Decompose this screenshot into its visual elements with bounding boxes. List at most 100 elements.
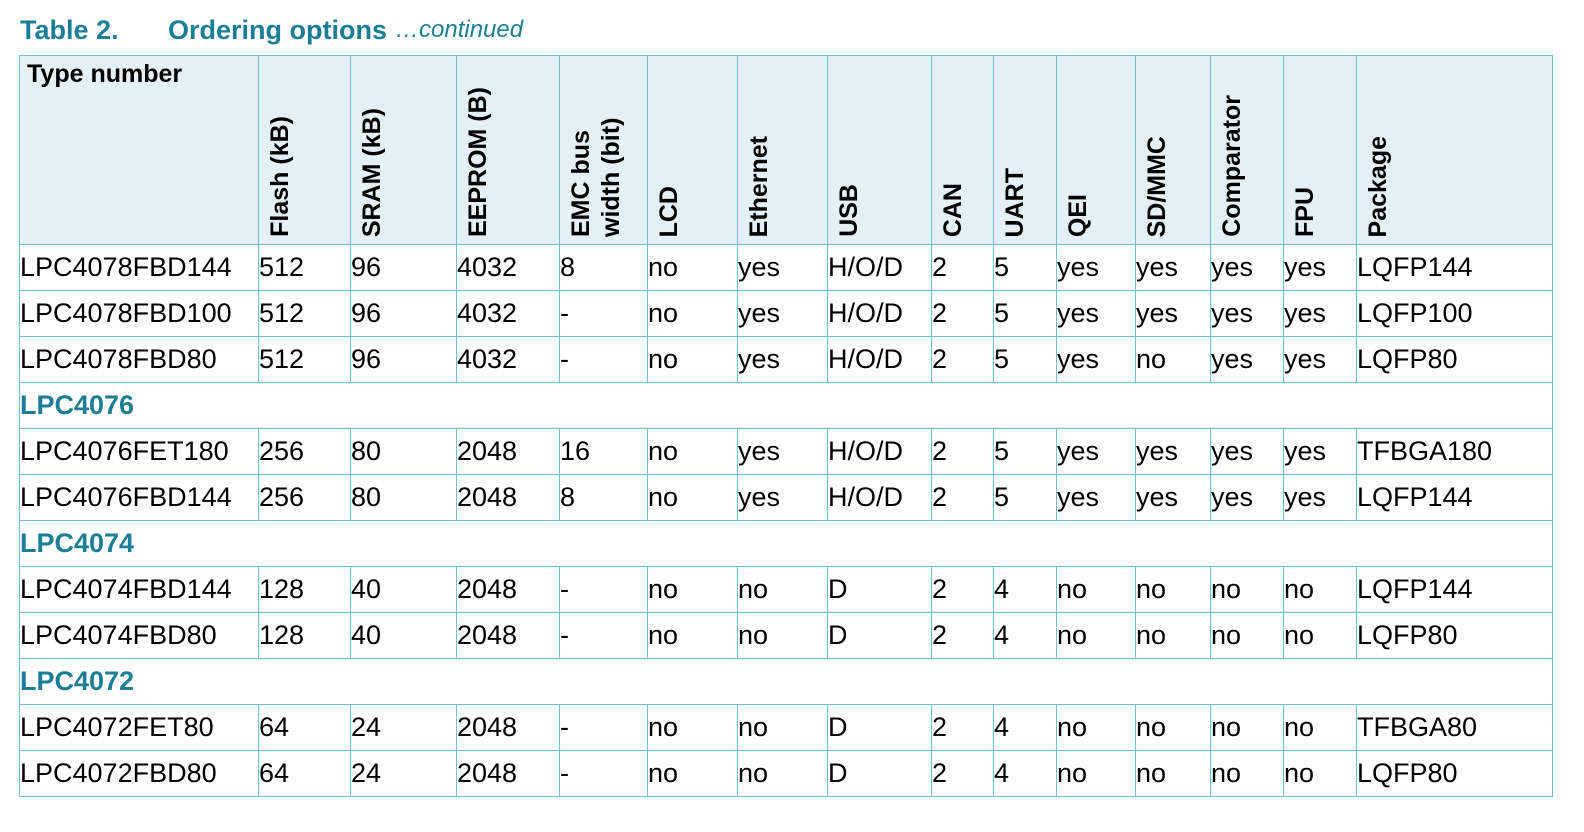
table-cell: no <box>1210 566 1284 613</box>
table-cell: no <box>1056 704 1136 751</box>
table-cell: 2048 <box>456 612 560 659</box>
table-cell: yes <box>737 244 828 291</box>
header-lcd: LCD <box>647 55 738 245</box>
table-cell: LPC4078FBD144 <box>19 244 259 291</box>
table-cell: LPC4072FET80 <box>19 704 259 751</box>
table-cell: 2048 <box>456 474 560 521</box>
header-qei: QEI <box>1056 55 1136 245</box>
table-cell: yes <box>1135 244 1211 291</box>
group-row: LPC4074 <box>19 520 1553 567</box>
table-row: LPC4072FBD80 64 24 2048- no no D 2 4 no no no no LQFP… <box>19 750 1553 797</box>
header-usb: USB <box>827 55 932 245</box>
table-cell: - <box>559 566 648 613</box>
table-cell: 40 <box>350 566 457 613</box>
table-cell: 2 <box>931 336 994 383</box>
table-cell: 256 <box>258 474 351 521</box>
table-cell: 40 <box>350 612 457 659</box>
table-cell: no <box>737 566 828 613</box>
table-cell: no <box>737 704 828 751</box>
table-cell: 2 <box>931 244 994 291</box>
table-cell: LQFP80 <box>1356 750 1553 797</box>
table-cell: no <box>647 750 738 797</box>
table-cell: yes <box>1056 474 1136 521</box>
header-type-number: Type number <box>19 55 259 245</box>
table-cell: 512 <box>258 336 351 383</box>
table-cell: 64 <box>258 750 351 797</box>
table-cell: no <box>1135 704 1211 751</box>
table-cell: 2 <box>931 612 994 659</box>
table-cell: no <box>1056 750 1136 797</box>
header-uart: UART <box>993 55 1057 245</box>
table-cell: 128 <box>258 566 351 613</box>
table-cell: 4032 <box>456 290 560 337</box>
table-cell: LQFP80 <box>1356 336 1553 383</box>
table-cell: 2 <box>931 474 994 521</box>
table-cell: 2 <box>931 428 994 475</box>
table-cell: 256 <box>258 428 351 475</box>
header-package: Package <box>1356 55 1553 245</box>
table-cell: 24 <box>350 704 457 751</box>
table-caption: Table 2. Ordering options …continued <box>20 10 523 50</box>
table-cell: no <box>1135 566 1211 613</box>
table-cell: yes <box>737 428 828 475</box>
table-cell: 2048 <box>456 428 560 475</box>
table-cell: yes <box>1210 244 1284 291</box>
table-cell: no <box>737 750 828 797</box>
table-cell: no <box>1135 750 1211 797</box>
table-cell: 5 <box>993 428 1057 475</box>
table-cell: 64 <box>258 704 351 751</box>
table-cell: 80 <box>350 428 457 475</box>
table-cell: no <box>647 290 738 337</box>
table-cell: no <box>1056 612 1136 659</box>
header-ethernet: Ethernet <box>737 55 828 245</box>
table-cell: no <box>1210 612 1284 659</box>
table-cell: no <box>737 612 828 659</box>
table-cell: no <box>647 612 738 659</box>
table-cell: TFBGA180 <box>1356 428 1553 475</box>
table-cell: yes <box>1283 474 1357 521</box>
table-cell: LPC4074FBD144 <box>19 566 259 613</box>
table-cell: no <box>647 428 738 475</box>
table-row: LPC4074FBD80 128 40 2048- no no D 2 4 no no no no LQF… <box>19 612 1553 659</box>
table-row: LPC4074FBD144 128 40 2048- no no D 2 4 no no no no LQ… <box>19 566 1553 613</box>
table-cell: no <box>1283 612 1357 659</box>
table-cell: LPC4078FBD80 <box>19 336 259 383</box>
table-cell: yes <box>1135 428 1211 475</box>
header-sd-mmc: SD/MMC <box>1135 55 1211 245</box>
group-label: LPC4076 <box>19 382 1553 429</box>
table-cell: no <box>1283 750 1357 797</box>
table-cell: LQFP100 <box>1356 290 1553 337</box>
table-cell: - <box>559 750 648 797</box>
table-cell: 5 <box>993 290 1057 337</box>
table-cell: 2 <box>931 290 994 337</box>
table-cell: yes <box>1056 244 1136 291</box>
table-cell: yes <box>737 474 828 521</box>
table-cell: no <box>1056 566 1136 613</box>
table-cell: LPC4076FET180 <box>19 428 259 475</box>
table-cell: LQFP144 <box>1356 474 1553 521</box>
table-row: LPC4078FBD144 512 96 4032 8 no yes H/O/D 2 5 yes ye… <box>19 244 1553 291</box>
table-cell: 96 <box>350 336 457 383</box>
table-cell: 128 <box>258 612 351 659</box>
table-cell: H/O/D <box>827 428 932 475</box>
table-cell: 4032 <box>456 336 560 383</box>
table-cell: 96 <box>350 244 457 291</box>
table-cell: 2048 <box>456 750 560 797</box>
table-cell: LPC4074FBD80 <box>19 612 259 659</box>
table-body: LPC4078FBD144 512 96 4032 8 no yes H/O/D 2 5 yes ye… <box>19 244 1553 797</box>
table-cell: H/O/D <box>827 244 932 291</box>
table-cell: 5 <box>993 244 1057 291</box>
table-cell: LQFP80 <box>1356 612 1553 659</box>
table-cell: yes <box>1283 290 1357 337</box>
table-cell: no <box>1283 566 1357 613</box>
table-cell: H/O/D <box>827 474 932 521</box>
table-cell: 2 <box>931 566 994 613</box>
table-cell: yes <box>1135 290 1211 337</box>
table-cell: LQFP144 <box>1356 244 1553 291</box>
header-fpu: FPU <box>1283 55 1357 245</box>
table-cell: H/O/D <box>827 336 932 383</box>
header-comparator: Comparator <box>1210 55 1284 245</box>
table-cell: yes <box>1283 244 1357 291</box>
header-row: Type number Flash (kB) SRAM (kB) EEPROM … <box>19 55 1553 245</box>
table-cell: yes <box>1283 428 1357 475</box>
